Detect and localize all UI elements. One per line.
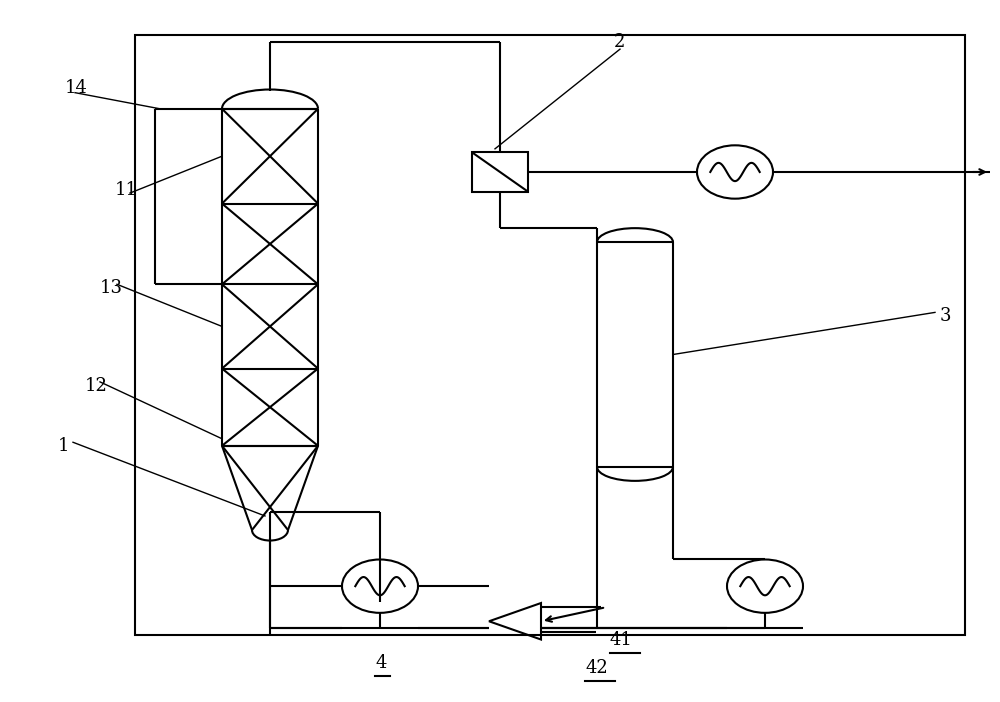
Text: 3: 3 bbox=[940, 307, 952, 325]
Text: 13: 13 bbox=[100, 279, 123, 297]
Text: 4: 4 bbox=[375, 654, 386, 673]
Bar bbox=[472, 152, 528, 192]
Text: 2: 2 bbox=[614, 33, 625, 51]
Text: 41: 41 bbox=[610, 631, 633, 649]
Bar bbox=[135, 35, 965, 635]
Text: 11: 11 bbox=[115, 180, 138, 199]
Text: 42: 42 bbox=[585, 659, 608, 677]
Text: 1: 1 bbox=[58, 437, 70, 455]
Text: 12: 12 bbox=[85, 377, 108, 395]
Text: 14: 14 bbox=[65, 79, 88, 97]
